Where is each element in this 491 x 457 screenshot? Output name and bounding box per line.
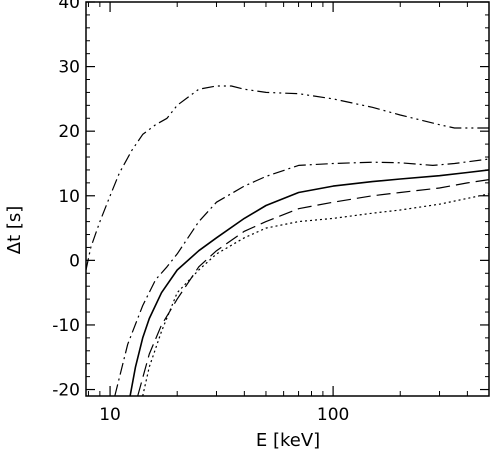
series-line-dash-dot-dot [86,85,489,271]
y-axis-label: Δt [s] [4,206,25,255]
y-tick-label: 40 [58,0,80,13]
series-line-dotted [142,193,489,396]
y-tick-label: -10 [52,316,80,336]
x-axis-label: E [keV] [256,430,320,451]
series-layer [86,85,489,396]
y-tick-label: 10 [58,187,80,207]
series-line-solid [129,169,489,396]
y-tick-label: 30 [58,58,80,78]
y-tick-label: 20 [58,122,80,142]
series-line-dashed [137,179,489,396]
plot-frame [85,1,490,397]
axes-layer: -20 -10 0 10 20 30 40 10 100 [52,0,490,425]
y-tick-label: 0 [69,251,80,271]
series-line-dash-dot [114,158,489,396]
x-tick-label: 10 [99,405,121,425]
y-tick-label: -20 [52,381,80,401]
x-tick-label: 100 [317,405,349,425]
